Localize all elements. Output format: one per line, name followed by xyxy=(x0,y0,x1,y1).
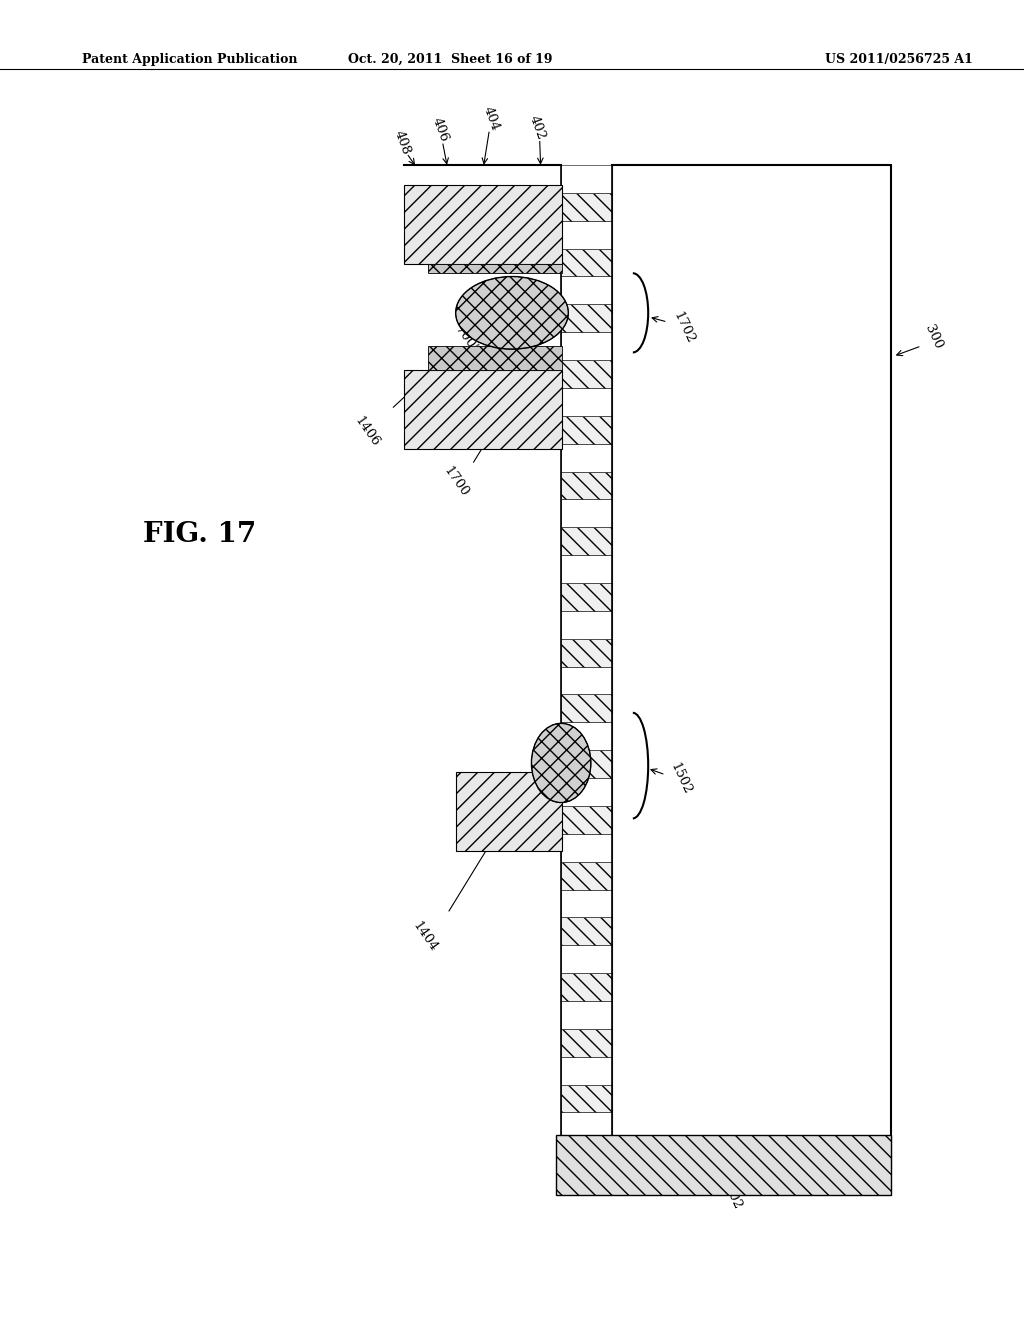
Text: 700': 700' xyxy=(453,323,479,355)
Text: 1702: 1702 xyxy=(671,309,697,346)
Bar xyxy=(428,346,562,370)
Bar xyxy=(561,834,612,862)
Bar xyxy=(561,945,612,973)
Text: 408: 408 xyxy=(392,128,413,157)
Text: US 2011/0256725 A1: US 2011/0256725 A1 xyxy=(825,53,973,66)
Bar xyxy=(561,388,612,416)
Bar xyxy=(404,185,562,264)
Bar xyxy=(561,1113,612,1140)
Bar xyxy=(561,1057,612,1085)
Bar xyxy=(561,305,612,333)
Bar xyxy=(561,220,612,248)
Bar xyxy=(561,639,612,667)
Bar xyxy=(561,416,612,444)
Bar xyxy=(561,499,612,527)
Bar xyxy=(561,807,612,834)
Text: 1700: 1700 xyxy=(440,465,471,499)
Bar xyxy=(561,722,612,750)
Bar xyxy=(561,973,612,1001)
Bar xyxy=(561,777,612,807)
Bar xyxy=(561,694,612,722)
Text: 406: 406 xyxy=(430,115,451,144)
Bar xyxy=(428,264,562,273)
Bar xyxy=(561,667,612,694)
Bar xyxy=(561,333,612,360)
Bar xyxy=(561,471,612,499)
Text: 1502: 1502 xyxy=(668,760,694,797)
Bar xyxy=(456,772,562,851)
Bar xyxy=(561,1140,612,1168)
Bar xyxy=(561,1028,612,1057)
Text: 402: 402 xyxy=(527,114,548,143)
Bar xyxy=(561,862,612,890)
Text: Patent Application Publication: Patent Application Publication xyxy=(82,53,297,66)
Bar xyxy=(556,1135,891,1195)
Bar xyxy=(561,750,612,777)
Ellipse shape xyxy=(456,277,568,348)
Bar xyxy=(561,360,612,388)
Text: 300: 300 xyxy=(923,322,945,351)
Text: FIG. 17: FIG. 17 xyxy=(143,521,257,548)
Text: 1404: 1404 xyxy=(410,920,440,954)
Bar xyxy=(612,165,891,1168)
Bar xyxy=(561,193,612,220)
Text: Oct. 20, 2011  Sheet 16 of 19: Oct. 20, 2011 Sheet 16 of 19 xyxy=(348,53,553,66)
Bar xyxy=(404,370,562,449)
Bar xyxy=(561,556,612,583)
Bar xyxy=(561,1001,612,1028)
Bar xyxy=(561,1085,612,1113)
Bar xyxy=(561,583,612,611)
Text: 1406: 1406 xyxy=(351,414,382,449)
Bar xyxy=(561,248,612,276)
Bar xyxy=(561,444,612,471)
Bar xyxy=(561,276,612,305)
Bar xyxy=(561,165,612,193)
Bar xyxy=(561,890,612,917)
Bar xyxy=(540,750,562,772)
Ellipse shape xyxy=(531,723,591,803)
Bar xyxy=(561,527,612,556)
Text: 302: 302 xyxy=(721,1183,743,1212)
Bar xyxy=(561,917,612,945)
Bar xyxy=(561,611,612,639)
Text: 700: 700 xyxy=(510,797,535,826)
Text: 404: 404 xyxy=(481,104,502,133)
